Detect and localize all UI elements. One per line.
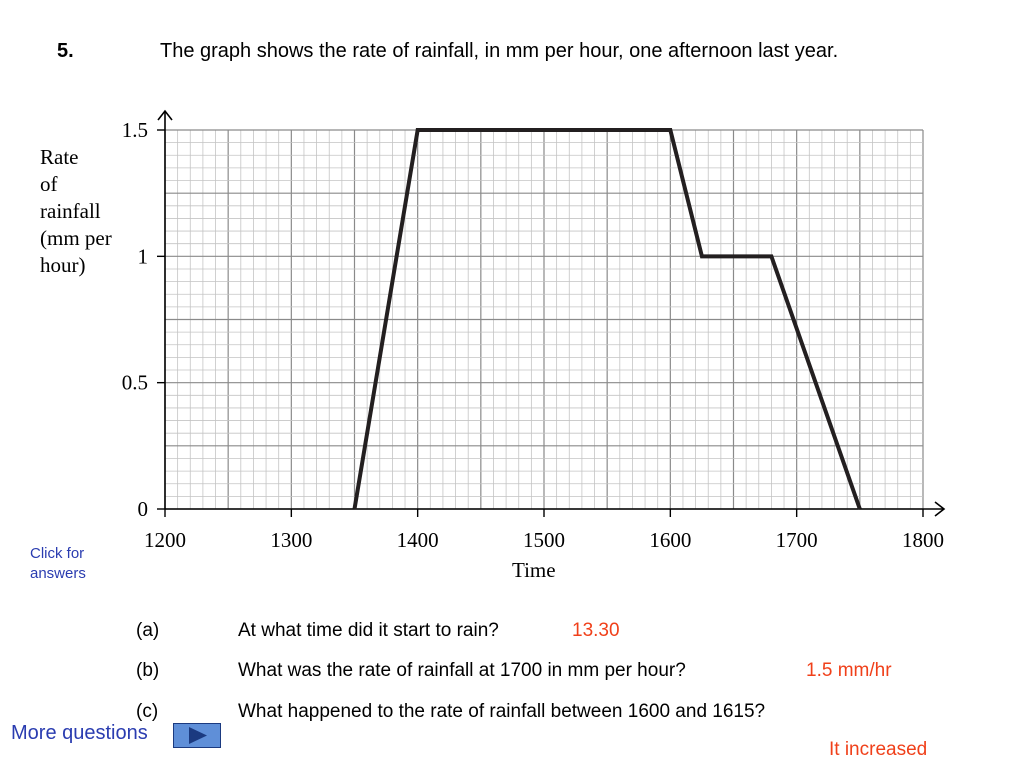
question-number: 5. — [57, 40, 74, 62]
more-questions-link[interactable]: More questions — [11, 722, 148, 744]
x-tick-label: 1800 — [902, 528, 944, 552]
click-for-answers-link[interactable]: Click for answers — [30, 545, 86, 582]
x-tick-label: 1600 — [649, 528, 691, 552]
y-tick-label: 1 — [138, 244, 149, 268]
x-tick-label: 1400 — [397, 528, 439, 552]
y-tick-label: 0.5 — [122, 371, 148, 395]
x-tick-label: 1300 — [270, 528, 312, 552]
part-b-answer: 1.5 mm/hr — [806, 660, 892, 681]
chart-axes — [157, 109, 946, 517]
rainfall-chart: 1200 1300 1400 1500 1600 1700 1800 0 0.5 1 1.5 — [122, 109, 946, 552]
x-tick-label: 1500 — [523, 528, 565, 552]
y-axis-label-line: (mm per — [40, 226, 112, 250]
y-axis-arrow — [157, 109, 173, 121]
y-axis-label-line: Rate — [40, 145, 79, 169]
y-tick-label: 0 — [138, 497, 149, 521]
chart-series — [352, 128, 862, 510]
y-axis-label-line: of — [40, 172, 58, 196]
x-axis-arrow — [934, 501, 946, 517]
y-axis-label: Rate of rainfall (mm per hour) — [40, 144, 140, 279]
x-axis-label: Time — [512, 558, 556, 582]
part-b-question: What was the rate of rainfall at 1700 in… — [238, 660, 686, 681]
rainfall-series-line — [352, 128, 862, 510]
part-b-label: (b) — [136, 660, 160, 681]
next-question-button[interactable] — [173, 723, 221, 748]
part-c-answer: It increased — [829, 739, 928, 760]
part-a-label: (a) — [136, 620, 160, 641]
part-c-label: (c) — [136, 701, 159, 722]
y-tick-label: 1.5 — [122, 118, 148, 142]
y-axis-label-line: rainfall — [40, 199, 101, 223]
y-axis-label-line: hour) — [40, 253, 86, 277]
x-tick-label: 1700 — [776, 528, 818, 552]
part-c-question: What happened to the rate of rainfall be… — [238, 701, 766, 722]
part-a-question: At what time did it start to rain? — [238, 620, 499, 641]
question-text: The graph shows the rate of rainfall, in… — [160, 40, 839, 62]
chart-ticks: 1200 1300 1400 1500 1600 1700 1800 0 0.5 1 1.5 — [122, 118, 944, 552]
x-tick-label: 1200 — [144, 528, 186, 552]
chart-grid — [164, 129, 924, 510]
play-triangle-icon — [189, 727, 207, 744]
part-a-answer: 13.30 — [572, 620, 620, 641]
